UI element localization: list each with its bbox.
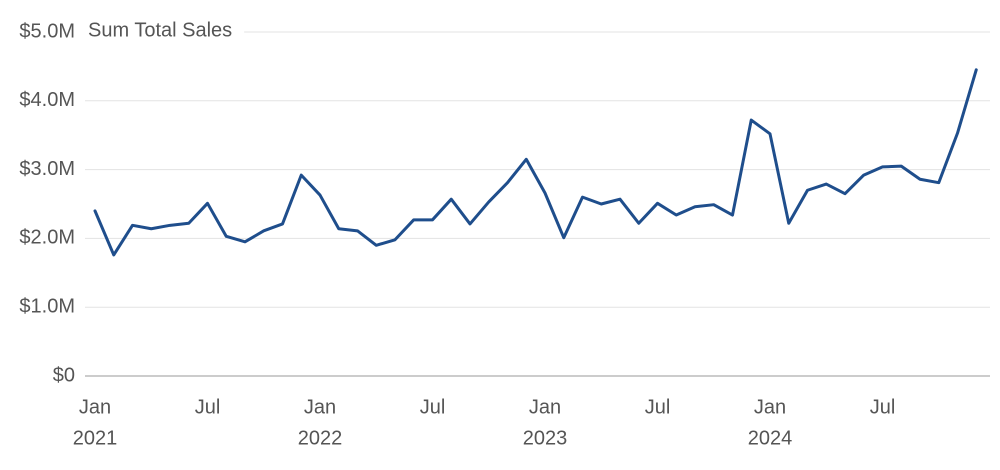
sales-line (93, 68, 978, 257)
y-tick-label: $4.0M (19, 89, 75, 111)
x-tick-label: Jul (420, 396, 446, 418)
y-tick-label: $5.0M (19, 20, 75, 42)
x-tick-label: Jan (304, 396, 336, 418)
y-tick-label: $1.0M (19, 295, 75, 317)
x-tick-label: Jul (645, 396, 671, 418)
chart-title: Sum Total Sales (88, 19, 232, 41)
x-tick-label: Jan (754, 396, 786, 418)
x-tick-label: Jan (529, 396, 561, 418)
x-tick-label: Jul (195, 396, 221, 418)
x-tick-label: Jul (870, 396, 896, 418)
x-tick-year: 2023 (523, 427, 568, 449)
x-tick-year: 2021 (73, 427, 118, 449)
x-tick-year: 2024 (748, 427, 793, 449)
x-tick-year: 2022 (298, 427, 343, 449)
y-tick-label: $0 (53, 364, 75, 386)
x-tick-label: Jan (79, 396, 111, 418)
y-tick-label: $3.0M (19, 158, 75, 180)
y-tick-label: $2.0M (19, 227, 75, 249)
